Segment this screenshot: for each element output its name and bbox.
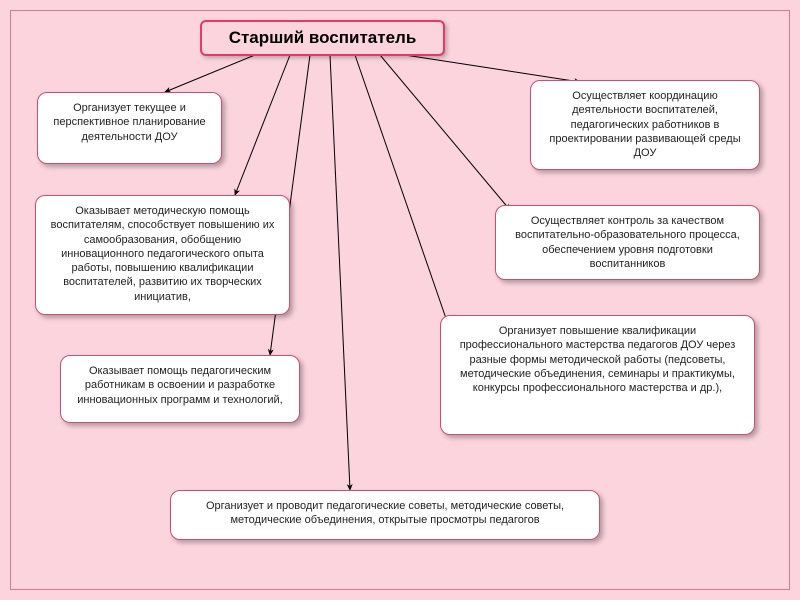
node-n1: Организует текущее и перспективное плани… bbox=[37, 92, 222, 164]
node-n5: Оказывает помощь педагогическим работник… bbox=[60, 355, 300, 423]
node-n4: Осуществляет контроль за качеством воспи… bbox=[495, 205, 760, 280]
node-n2: Осуществляет координацию деятельности во… bbox=[530, 80, 760, 170]
node-n3: Оказывает методическую помощь воспитател… bbox=[35, 195, 290, 315]
node-n6: Организует повышение квалификации профес… bbox=[440, 315, 755, 435]
root-title: Старший воспитатель bbox=[200, 20, 445, 56]
node-n7: Организует и проводит педагогические сов… bbox=[170, 490, 600, 540]
